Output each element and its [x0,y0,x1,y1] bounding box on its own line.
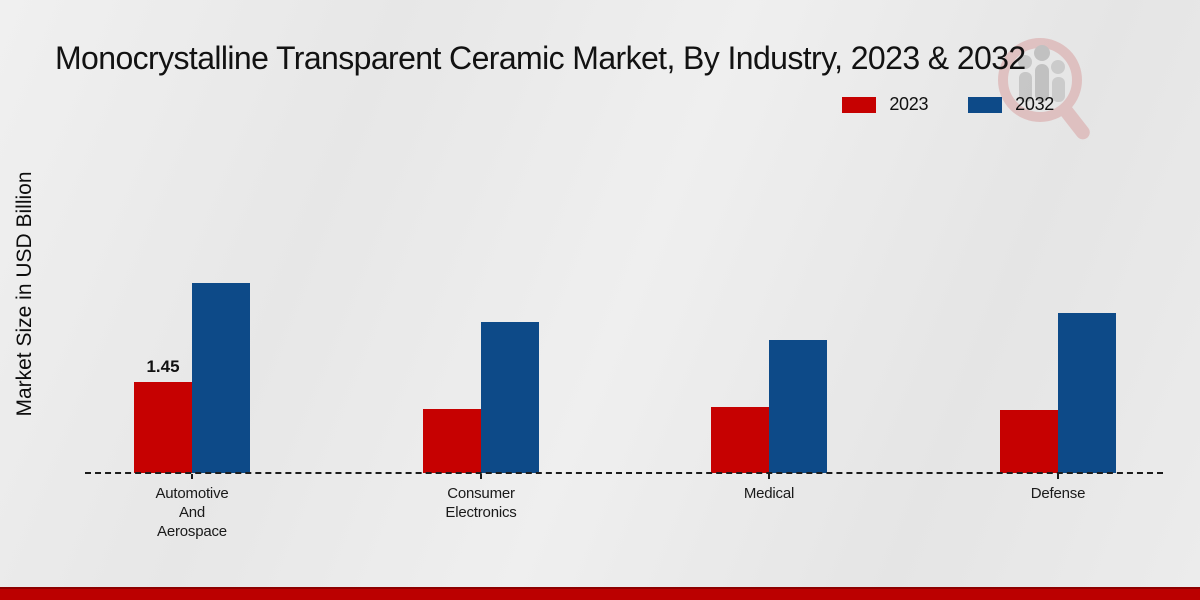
axis-tick [768,474,770,479]
market-research-logo-watermark-icon [998,38,1090,140]
category-label-defense: Defense [1030,485,1086,502]
bar-2032-defense [1058,313,1116,473]
category-label-automotive-and-aerospace: Automotive And Aerospace [155,485,229,540]
bar-2032-medical [769,340,827,473]
legend-label-2032: 2032 [1015,94,1054,114]
bar-2023-defense [1000,410,1058,473]
axis-tick [1057,474,1059,479]
legend-item-2032: 2032 [968,94,1054,115]
chart-title: Monocrystalline Transparent Ceramic Mark… [55,40,1026,76]
footer-accent-bar [0,587,1200,600]
bar-2032-consumer-electronics [481,322,539,473]
category-label-consumer-electronics: Consumer Electronics [445,485,517,521]
bar-2023-automotive-and-aerospace [134,382,192,473]
bar-2023-consumer-electronics [423,409,481,473]
legend-swatch-2023 [842,96,877,113]
legend-swatch-2032 [968,96,1003,113]
legend-item-2023: 2023 [842,94,928,115]
bar-2023-medical [711,407,769,473]
bar-2032-automotive-and-aerospace [192,283,250,473]
y-axis-label: Market Size in USD Billion [13,171,36,417]
bar-value-label: 1.45 [146,357,180,376]
legend: 2023 2032 [842,94,1054,115]
axis-tick [480,474,482,479]
axis-tick [191,474,193,479]
legend-label-2023: 2023 [889,94,929,114]
category-label-medical: Medical [743,485,795,502]
